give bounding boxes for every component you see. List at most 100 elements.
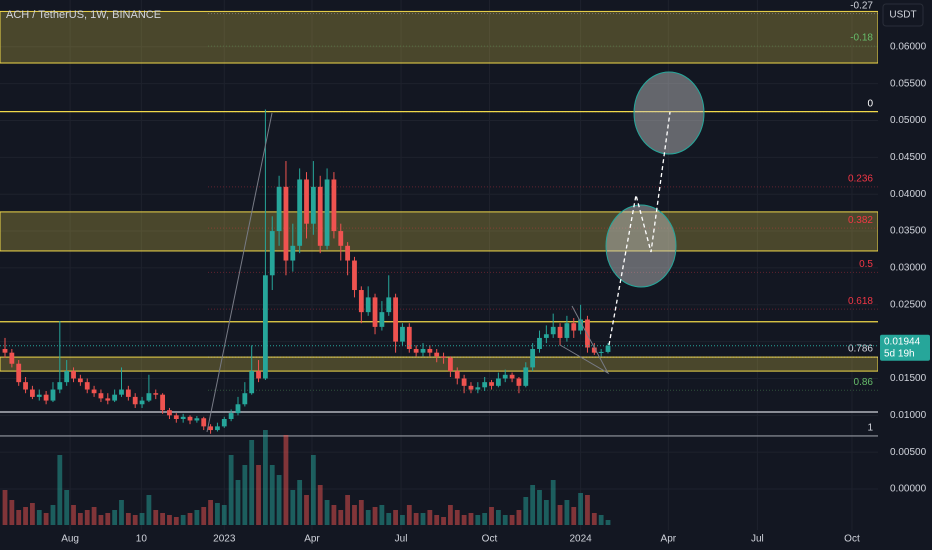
- volume-bar: [420, 513, 426, 525]
- volume-bar: [9, 500, 15, 525]
- volume-bar: [57, 455, 63, 525]
- candle-body: [358, 290, 364, 313]
- candle-body: [468, 385, 474, 390]
- volume-bar: [77, 513, 83, 525]
- volume-bar: [201, 507, 207, 525]
- y-tick-label: 0.01000: [890, 410, 927, 421]
- candle-body: [269, 231, 275, 276]
- volume-bar: [91, 507, 97, 525]
- volume-bar: [502, 515, 508, 525]
- candle-body: [84, 382, 90, 390]
- volume-bar: [146, 495, 152, 525]
- target-ellipse: [605, 204, 677, 288]
- candle-body: [585, 319, 590, 348]
- y-tick-label: 0.01500: [890, 373, 927, 384]
- candle-body: [310, 186, 316, 224]
- y-tick-label: 0.00500: [890, 447, 927, 458]
- candle-body: [304, 179, 309, 224]
- volume-bar: [427, 510, 433, 525]
- volume-bar: [338, 510, 344, 525]
- x-tick-label: 2023: [213, 534, 236, 545]
- volume-bar: [180, 515, 186, 525]
- volume-bar: [598, 515, 604, 525]
- candle-body: [180, 416, 186, 420]
- candle-body: [571, 323, 577, 331]
- volume-bar: [283, 435, 289, 525]
- last-price-box: [880, 334, 930, 361]
- volume-bar: [352, 505, 357, 525]
- volume-bar: [276, 475, 282, 525]
- volume-bar: [228, 455, 234, 525]
- x-tick-label: Oct: [482, 534, 498, 545]
- y-tick-label: 0.04500: [890, 152, 927, 163]
- candle-body: [91, 389, 97, 394]
- volume-bar: [448, 505, 453, 525]
- candle-body: [77, 378, 83, 383]
- volume-bar: [132, 515, 138, 525]
- x-tick-label: 2024: [569, 534, 592, 545]
- candle-body: [365, 297, 371, 313]
- volume-bar: [358, 500, 364, 525]
- candle-body: [454, 371, 460, 379]
- volume-bar: [71, 505, 76, 525]
- candle-body: [557, 326, 563, 338]
- volume-bar: [304, 495, 309, 525]
- volume-bar: [372, 507, 378, 525]
- currency-box[interactable]: [882, 3, 924, 27]
- fib-label: 0.86: [854, 377, 874, 388]
- volume-bar: [585, 495, 590, 525]
- x-tick-label: Apr: [304, 534, 320, 545]
- candle-body: [386, 297, 392, 313]
- volume-bar: [537, 490, 542, 525]
- volume-bar: [43, 513, 49, 525]
- candle-body: [276, 186, 282, 232]
- volume-bar: [516, 510, 522, 525]
- candle-body: [228, 413, 234, 420]
- x-tick-label: Aug: [61, 534, 79, 545]
- volume-bar: [249, 440, 255, 525]
- volume-bar: [256, 465, 261, 525]
- volume-bar: [297, 480, 303, 525]
- candle-body: [509, 374, 515, 379]
- candle-body: [598, 351, 604, 353]
- x-tick-label: Jul: [751, 534, 764, 545]
- volume-bar: [441, 517, 446, 525]
- volume-bar: [16, 510, 22, 525]
- candle-body: [420, 348, 426, 353]
- volume-bar: [475, 515, 481, 525]
- candle-body: [331, 179, 337, 232]
- candle-body: [105, 398, 111, 401]
- y-tick-label: 0.03500: [890, 226, 927, 237]
- fib-label: -0.18: [850, 33, 873, 44]
- volume-bar: [36, 510, 42, 525]
- candle-body: [297, 179, 303, 246]
- candle-body: [352, 260, 357, 291]
- volume-bar: [578, 493, 584, 525]
- candle-body: [427, 348, 433, 353]
- projection-path: [608, 111, 671, 346]
- target-ellipse: [633, 71, 705, 155]
- candle-body: [400, 326, 405, 342]
- volume-bar: [489, 507, 494, 525]
- volume-bar: [139, 513, 145, 525]
- x-tick-label: Jul: [395, 534, 408, 545]
- volume-bar: [564, 500, 570, 525]
- y-tick-label: 0.05000: [890, 115, 927, 126]
- volume-bar: [167, 515, 172, 525]
- candle-body: [543, 334, 549, 338]
- volume-bar: [160, 513, 166, 525]
- y-tick-label: 0.04000: [890, 189, 927, 200]
- volume-bar: [105, 513, 111, 525]
- candle-body: [290, 245, 296, 261]
- y-tick-label: 0.02500: [890, 299, 927, 310]
- candle-body: [64, 371, 70, 383]
- volume-bar: [509, 515, 515, 525]
- trend-line: [206, 112, 273, 433]
- volume-bar: [119, 500, 124, 525]
- candle-body: [516, 378, 522, 386]
- candle-body: [57, 382, 63, 390]
- volume-bar: [173, 517, 179, 525]
- candle-body: [550, 326, 556, 335]
- candle-body: [119, 389, 124, 395]
- candle-body: [160, 394, 166, 411]
